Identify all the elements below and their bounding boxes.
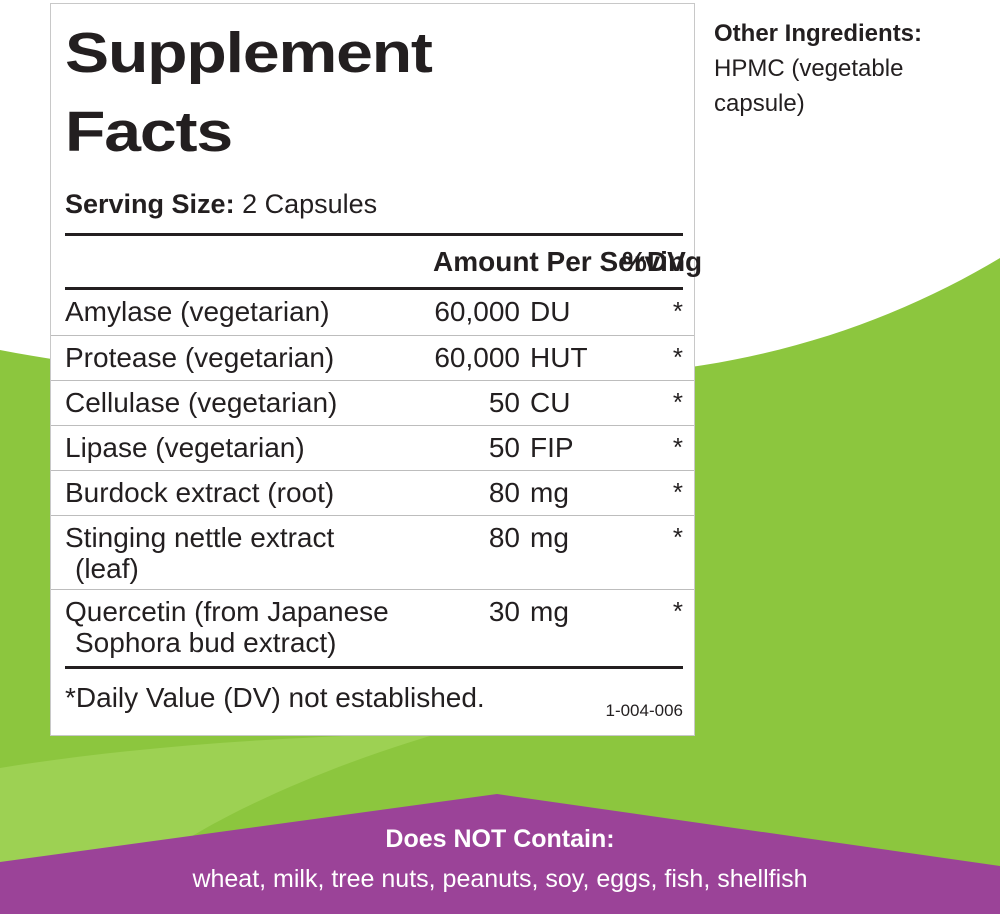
- ingredient-amount: 30: [488, 596, 520, 627]
- divider-thick-bottom: [65, 666, 683, 669]
- ingredient-unit: CU: [530, 387, 571, 418]
- ingredient-dv: *: [672, 387, 683, 417]
- ingredient-name-cont: (leaf): [75, 553, 139, 584]
- ingredient-unit: FIP: [530, 432, 574, 463]
- other-ingredients-heading: Other Ingredients:: [714, 20, 923, 47]
- ingredient-name: Burdock extract (root): [65, 477, 335, 508]
- ingredient-dv: *: [672, 342, 683, 372]
- ingredient-unit: mg: [530, 596, 569, 627]
- purple-banner-shape: [0, 794, 1000, 914]
- table-row: Lipase (vegetarian) 50 FIP *: [51, 425, 694, 470]
- table-row: Quercetin (from Japanese Sophora bud ext…: [51, 589, 694, 663]
- ingredient-amount: 80: [488, 477, 520, 508]
- ingredient-amount: 50: [488, 387, 520, 418]
- table-row: Burdock extract (root) 80 mg *: [51, 470, 694, 515]
- divider-thick-header: [65, 287, 683, 290]
- header-percent-dv: %DV: [622, 246, 686, 277]
- ingredient-amount: 80: [488, 522, 520, 553]
- ingredient-name: Lipase (vegetarian): [65, 432, 305, 463]
- ingredient-amount: 60,000: [434, 296, 520, 327]
- table-row: Cellulase (vegetarian) 50 CU *: [51, 380, 694, 425]
- ingredient-name-cont: Sophora bud extract): [75, 627, 337, 658]
- ingredient-name: Amylase (vegetarian): [65, 296, 330, 327]
- divider-thick-top: [65, 233, 683, 236]
- green-light-swoosh-shape: [0, 733, 440, 878]
- ingredient-dv: *: [672, 596, 683, 626]
- ingredient-dv: *: [672, 432, 683, 462]
- ingredient-unit: HUT: [530, 342, 588, 373]
- panel-title: Supplement Facts: [65, 21, 433, 164]
- supplement-facts-panel: Supplement Facts Serving Size: 2 Capsule…: [50, 3, 703, 736]
- table-row: Protease (vegetarian) 60,000 HUT *: [51, 335, 694, 380]
- ingredient-name: Stinging nettle extract: [65, 522, 335, 553]
- table-row: Stinging nettle extract (leaf) 80 mg *: [51, 515, 694, 589]
- ingredient-table: Amylase (vegetarian) 60,000 DU * Proteas…: [51, 290, 694, 663]
- ingredient-unit: mg: [530, 477, 569, 508]
- lot-code: 1-004-006: [605, 701, 683, 720]
- serving-size-value: 2 Capsules: [242, 189, 378, 219]
- footnote-area: *Daily Value (DV) not established. 1-004…: [51, 669, 694, 720]
- ingredient-dv: *: [672, 522, 683, 552]
- serving-size-label: Serving Size:: [65, 189, 235, 219]
- ingredient-name: Cellulase (vegetarian): [65, 387, 338, 418]
- table-header-row: Amount Per Serving %DV: [51, 236, 703, 287]
- ingredient-unit: mg: [530, 522, 569, 553]
- ingredient-amount: 50: [488, 432, 520, 463]
- ingredient-unit: DU: [530, 296, 571, 327]
- serving-size-line: Serving Size: 2 Capsules: [51, 187, 694, 221]
- other-ingredients-body: HPMC (vegetable capsule): [714, 55, 904, 117]
- ingredient-dv: *: [672, 296, 683, 326]
- table-row: Amylase (vegetarian) 60,000 DU *: [51, 290, 694, 335]
- ingredient-amount: 60,000: [434, 342, 520, 373]
- daily-value-footnote: *Daily Value (DV) not established.: [65, 682, 485, 713]
- allergen-banner: Does NOT Contain: wheat, milk, tree nuts…: [0, 824, 1000, 893]
- ingredient-dv: *: [672, 477, 683, 507]
- ingredient-name: Quercetin (from Japanese: [65, 596, 389, 627]
- allergen-banner-items: wheat, milk, tree nuts, peanuts, soy, eg…: [192, 865, 808, 893]
- other-ingredients-block: Other Ingredients: HPMC (vegetable capsu…: [714, 16, 966, 121]
- header-amount-per-serving: Amount Per Serving: [433, 246, 703, 277]
- ingredient-name: Protease (vegetarian): [65, 342, 335, 373]
- allergen-banner-heading: Does NOT Contain:: [385, 825, 615, 853]
